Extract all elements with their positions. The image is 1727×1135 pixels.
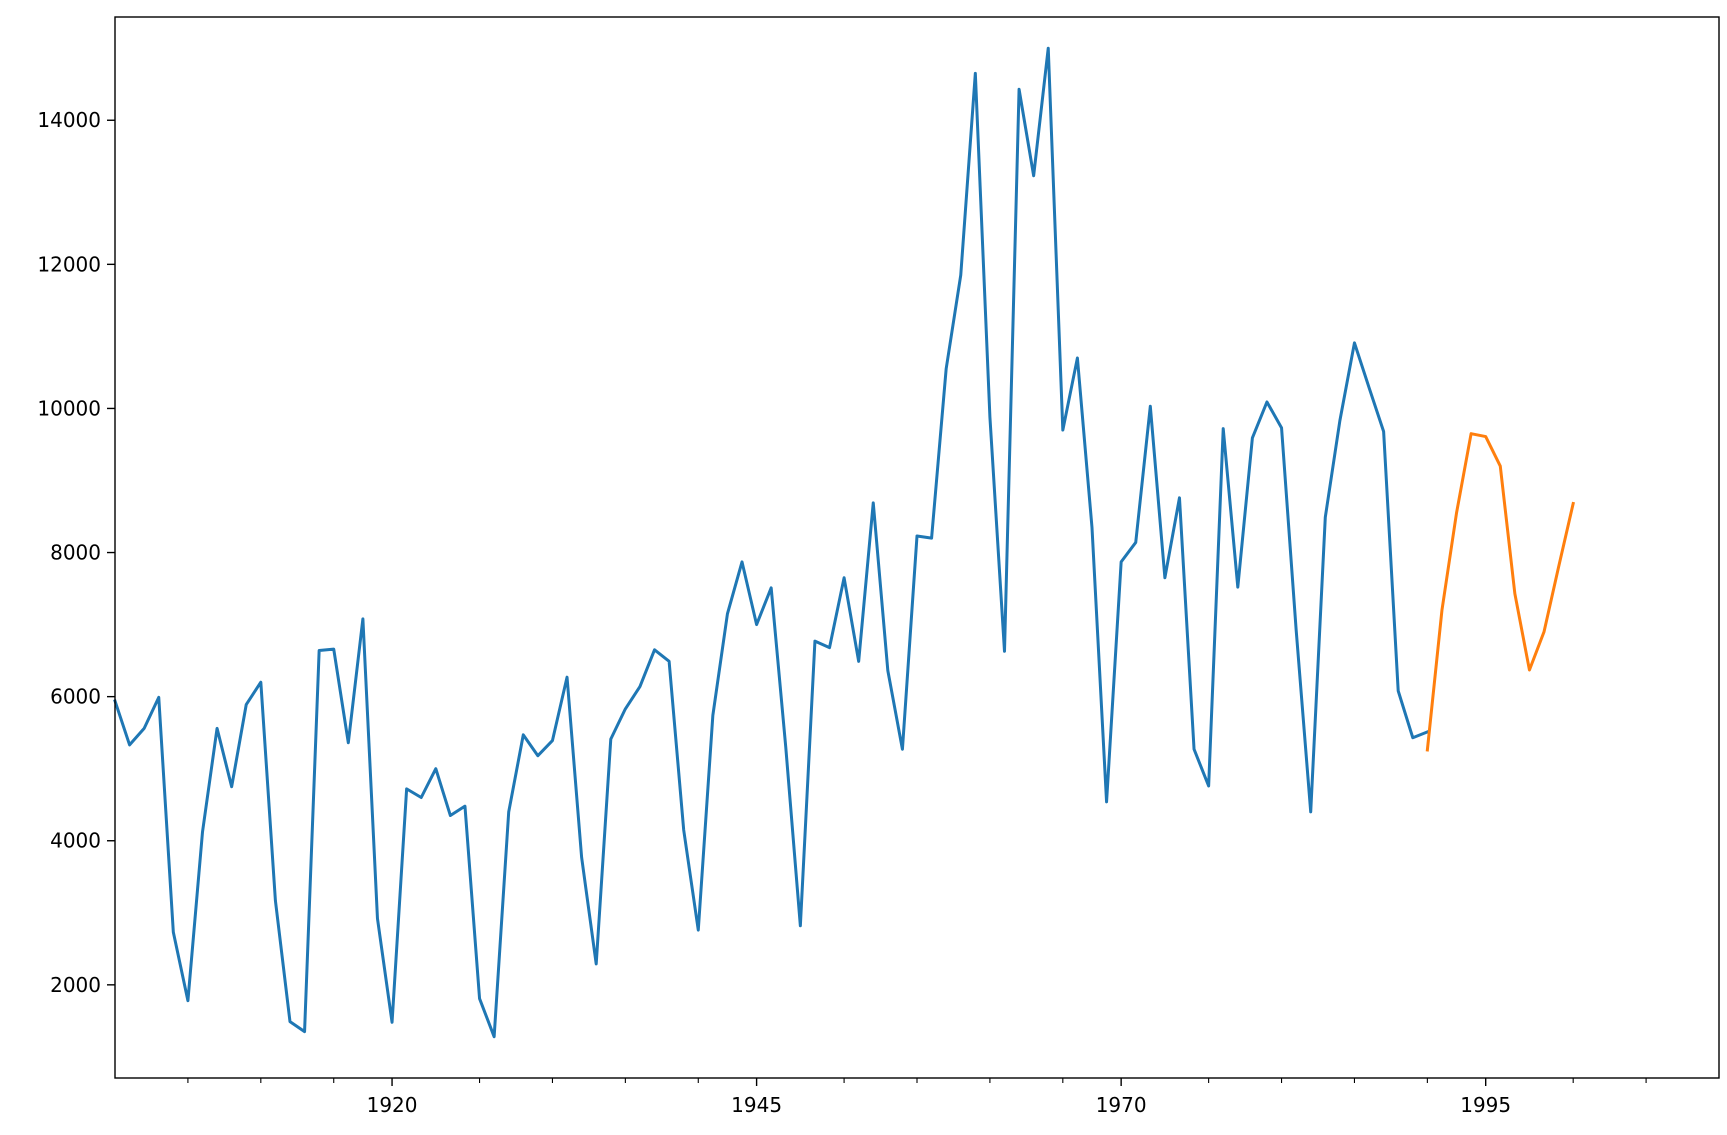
y-axis: 2000 4000 6000 8000 10000 12000 14000 [37, 108, 115, 997]
y-tick-label: 6000 [50, 685, 101, 709]
x-axis: 1920 1945 1970 1995 [187, 1078, 1647, 1117]
series-line-1 [113, 46, 1430, 1039]
y-tick-label: 2000 [50, 973, 101, 997]
plot-frame [114, 16, 1720, 1079]
series-line-2 [1425, 432, 1575, 752]
y-tick-label: 4000 [50, 829, 101, 853]
x-tick-label: 1995 [1460, 1093, 1511, 1117]
x-tick-label: 1945 [731, 1093, 782, 1117]
y-tick-label: 14000 [37, 108, 101, 132]
x-tick-label: 1970 [1096, 1093, 1147, 1117]
y-tick-label: 12000 [37, 252, 101, 276]
y-tick-label: 8000 [50, 541, 101, 565]
y-tick-label: 10000 [37, 396, 101, 420]
x-tick-label: 1920 [367, 1093, 418, 1117]
series-layer [113, 46, 1575, 1039]
